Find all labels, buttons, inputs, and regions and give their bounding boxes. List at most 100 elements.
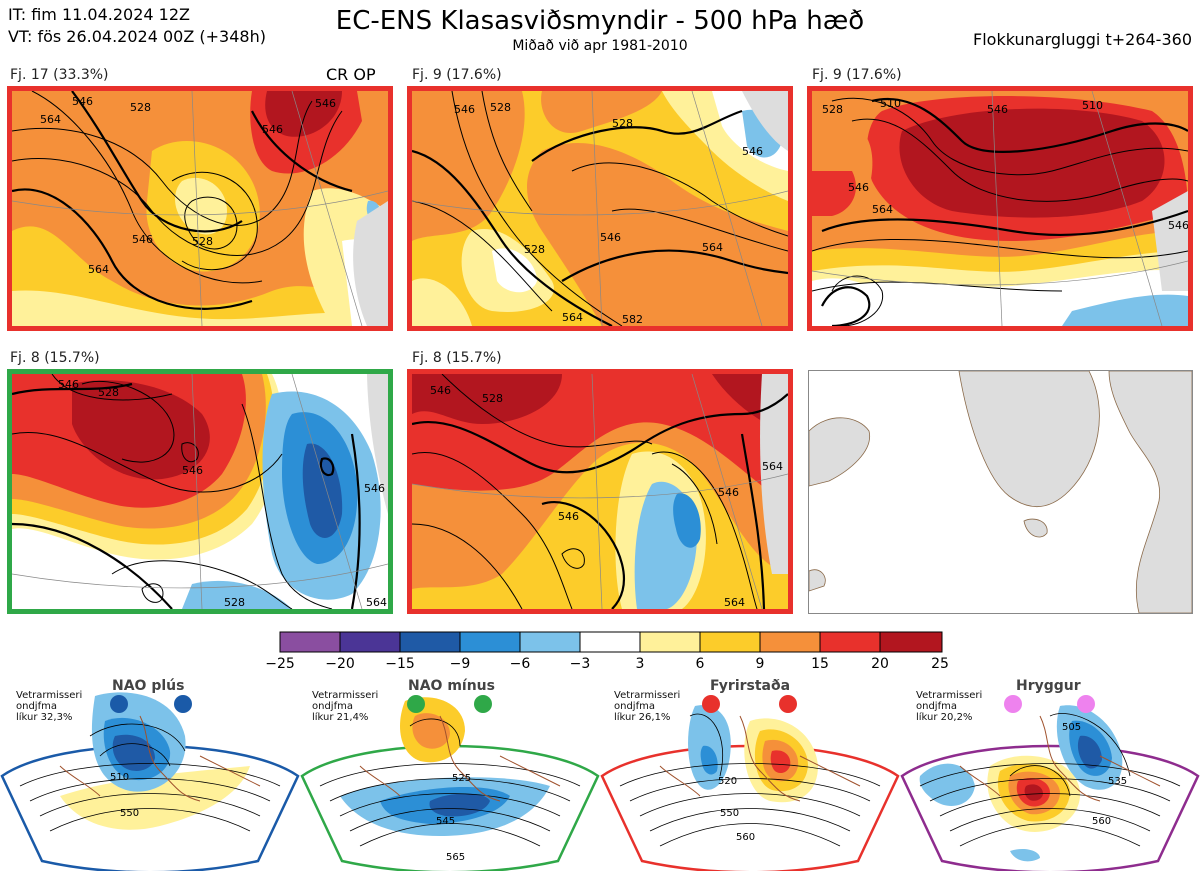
cluster-2-map: 546 528 528 546 564 528 564 546 582 bbox=[407, 86, 793, 331]
cluster-4-map: 546 528 546 546 528 564 bbox=[7, 369, 393, 614]
regime-ridge-dot-left bbox=[1004, 695, 1022, 713]
classification-window: Flokkunargluggi t+264-360 bbox=[973, 30, 1192, 49]
cluster-1-contour-6: 564 bbox=[88, 263, 109, 276]
cluster-3-contour-1: 510 bbox=[880, 97, 901, 110]
regime-nao-plus-season: Vetrarmisseri bbox=[16, 690, 83, 701]
regime-nao-plus-contour-2: 550 bbox=[120, 808, 139, 819]
cluster-1-contour-5: 546 bbox=[132, 233, 153, 246]
cluster-1-contour-8: 546 bbox=[315, 97, 336, 110]
regime-ridge-contour-1: 505 bbox=[1062, 722, 1081, 733]
page-title: EC-ENS Klasasviðsmyndir - 500 hPa hæð bbox=[335, 6, 865, 36]
colorbar-label-2: −20 bbox=[325, 656, 355, 672]
regime-nao-plus-contour-1: 510 bbox=[110, 772, 129, 783]
cluster-4-map-svg: 546 528 546 546 528 564 bbox=[12, 374, 388, 609]
regime-ridge-dot-right bbox=[1077, 695, 1095, 713]
regime-blocking-note: Vetrarmisseri ondjfma líkur 26,1% bbox=[614, 690, 680, 723]
colorbar-swatch-9 bbox=[760, 632, 820, 652]
issue-time: IT: fim 11.04.2024 12Z bbox=[8, 5, 190, 24]
colorbar bbox=[279, 631, 943, 653]
cluster-4-contour-1: 546 bbox=[58, 378, 79, 391]
colorbar-swatch-4 bbox=[460, 632, 520, 652]
colorbar-swatch-5 bbox=[520, 632, 580, 652]
cluster-1-contour-3: 528 bbox=[130, 101, 151, 114]
cluster-2-contour-5: 564 bbox=[702, 241, 723, 254]
regime-blocking-months: ondjfma bbox=[614, 701, 655, 712]
regime-nao-minus: 525 545 565 NAO mínus Vetrarmisseri ondj… bbox=[300, 676, 600, 874]
regime-ridge-season: Vetrarmisseri bbox=[916, 690, 983, 701]
cluster-1-contour-4: 528 bbox=[192, 235, 213, 248]
colorbar-swatch-11 bbox=[880, 632, 942, 652]
colorbar-label-5: −6 bbox=[509, 656, 531, 672]
header-times: IT: fim 11.04.2024 12Z VT: fös 26.04.202… bbox=[8, 4, 266, 48]
cluster-4-contour-3: 546 bbox=[182, 464, 203, 477]
regime-nao-minus-months: ondjfma bbox=[312, 701, 353, 712]
cluster-3-contour-5: 564 bbox=[872, 203, 893, 216]
regime-nao-minus-contour-2: 545 bbox=[436, 816, 455, 827]
regime-ridge-title: Hryggur bbox=[1016, 678, 1081, 694]
regime-blocking-season: Vetrarmisseri bbox=[614, 690, 681, 701]
cluster-2-contour-1: 546 bbox=[454, 103, 475, 116]
cluster-4-contour-5: 528 bbox=[224, 596, 245, 609]
page-subtitle: Miðað við apr 1981-2010 bbox=[512, 38, 688, 54]
cluster-4-label: Fj. 8 (15.7%) bbox=[10, 350, 100, 366]
colorbar-label-12: 25 bbox=[931, 656, 949, 672]
colorbar-swatch-1 bbox=[280, 632, 340, 652]
colorbar-label-9: 9 bbox=[755, 656, 765, 672]
cluster-5-contour-2: 528 bbox=[482, 392, 503, 405]
cluster-1-crop-label: CR OP bbox=[326, 65, 376, 84]
regime-blocking-dot-left bbox=[702, 695, 720, 713]
cluster-1-contour-7: 546 bbox=[262, 123, 283, 136]
regime-ridge-contour-2: 535 bbox=[1108, 776, 1127, 787]
regime-nao-plus-probability: líkur 32,3% bbox=[16, 712, 73, 723]
regime-nao-plus-dot-right bbox=[174, 695, 192, 713]
regime-blocking-probability: líkur 26,1% bbox=[614, 712, 671, 723]
colorbar-label-7: 3 bbox=[635, 656, 645, 672]
regime-nao-minus-note: Vetrarmisseri ondjfma líkur 21,4% bbox=[312, 690, 378, 723]
regime-ridge: 505 535 560 Hryggur Vetrarmisseri ondjfm… bbox=[900, 676, 1200, 874]
cluster-5-map: 546 528 546 564 546 564 bbox=[407, 369, 793, 614]
empty-map-svg bbox=[809, 371, 1192, 613]
colorbar-label-4: −9 bbox=[449, 656, 471, 672]
cluster-3-contour-7: 510 bbox=[1082, 99, 1103, 112]
regime-nao-minus-contour-3: 565 bbox=[446, 852, 465, 863]
cluster-1-label: Fj. 17 (33.3%) bbox=[10, 67, 109, 83]
colorbar-swatch-6 bbox=[580, 632, 640, 652]
valid-time: VT: fös 26.04.2024 00Z (+348h) bbox=[8, 27, 266, 46]
regime-blocking-contour-3: 560 bbox=[736, 832, 755, 843]
cluster-2-contour-6: 528 bbox=[612, 117, 633, 130]
colorbar-label-11: 20 bbox=[871, 656, 889, 672]
colorbar-swatch-2 bbox=[340, 632, 400, 652]
cluster-5-contour-1: 546 bbox=[430, 384, 451, 397]
regime-nao-minus-probability: líkur 21,4% bbox=[312, 712, 369, 723]
cluster-5-contour-3: 546 bbox=[558, 510, 579, 523]
colorbar-swatch-7 bbox=[640, 632, 700, 652]
cluster-2-contour-2: 528 bbox=[490, 101, 511, 114]
colorbar-label-10: 15 bbox=[811, 656, 829, 672]
regime-ridge-probability: líkur 20,2% bbox=[916, 712, 973, 723]
regime-blocking-dot-right bbox=[779, 695, 797, 713]
regime-nao-minus-dot-right bbox=[474, 695, 492, 713]
regime-nao-minus-contour-1: 525 bbox=[452, 773, 471, 784]
cluster-1-contour-1: 564 bbox=[40, 113, 61, 126]
regime-nao-plus: 510 550 NAO plús Vetrarmisseri ondjfma l… bbox=[0, 676, 300, 874]
regime-nao-plus-note: Vetrarmisseri ondjfma líkur 32,3% bbox=[16, 690, 82, 723]
regime-ridge-contour-3: 560 bbox=[1092, 816, 1111, 827]
regime-blocking: 520 550 560 Fyrirstaða Vetrarmisseri ond… bbox=[600, 676, 900, 874]
cluster-3-contour-6: 546 bbox=[1168, 219, 1188, 232]
cluster-1-contour-2: 546 bbox=[72, 95, 93, 108]
colorbar-label-8: 6 bbox=[695, 656, 705, 672]
regime-nao-minus-dot-left bbox=[407, 695, 425, 713]
cluster-2-label: Fj. 9 (17.6%) bbox=[412, 67, 502, 83]
cluster-2-contour-9: 582 bbox=[622, 313, 643, 326]
cluster-5-contour-4: 564 bbox=[762, 460, 783, 473]
regime-nao-plus-title: NAO plús bbox=[112, 678, 185, 694]
cluster-2-contour-8: 546 bbox=[600, 231, 621, 244]
regime-nao-plus-map: 510 550 bbox=[0, 692, 300, 874]
regime-nao-minus-season: Vetrarmisseri bbox=[312, 690, 379, 701]
cluster-4-contour-4: 546 bbox=[364, 482, 385, 495]
colorbar-swatch-10 bbox=[820, 632, 880, 652]
cluster-2-contour-3: 528 bbox=[524, 243, 545, 256]
cluster-4-contour-6: 564 bbox=[366, 596, 387, 609]
regime-ridge-months: ondjfma bbox=[916, 701, 957, 712]
cluster-4-contour-2: 528 bbox=[98, 386, 119, 399]
